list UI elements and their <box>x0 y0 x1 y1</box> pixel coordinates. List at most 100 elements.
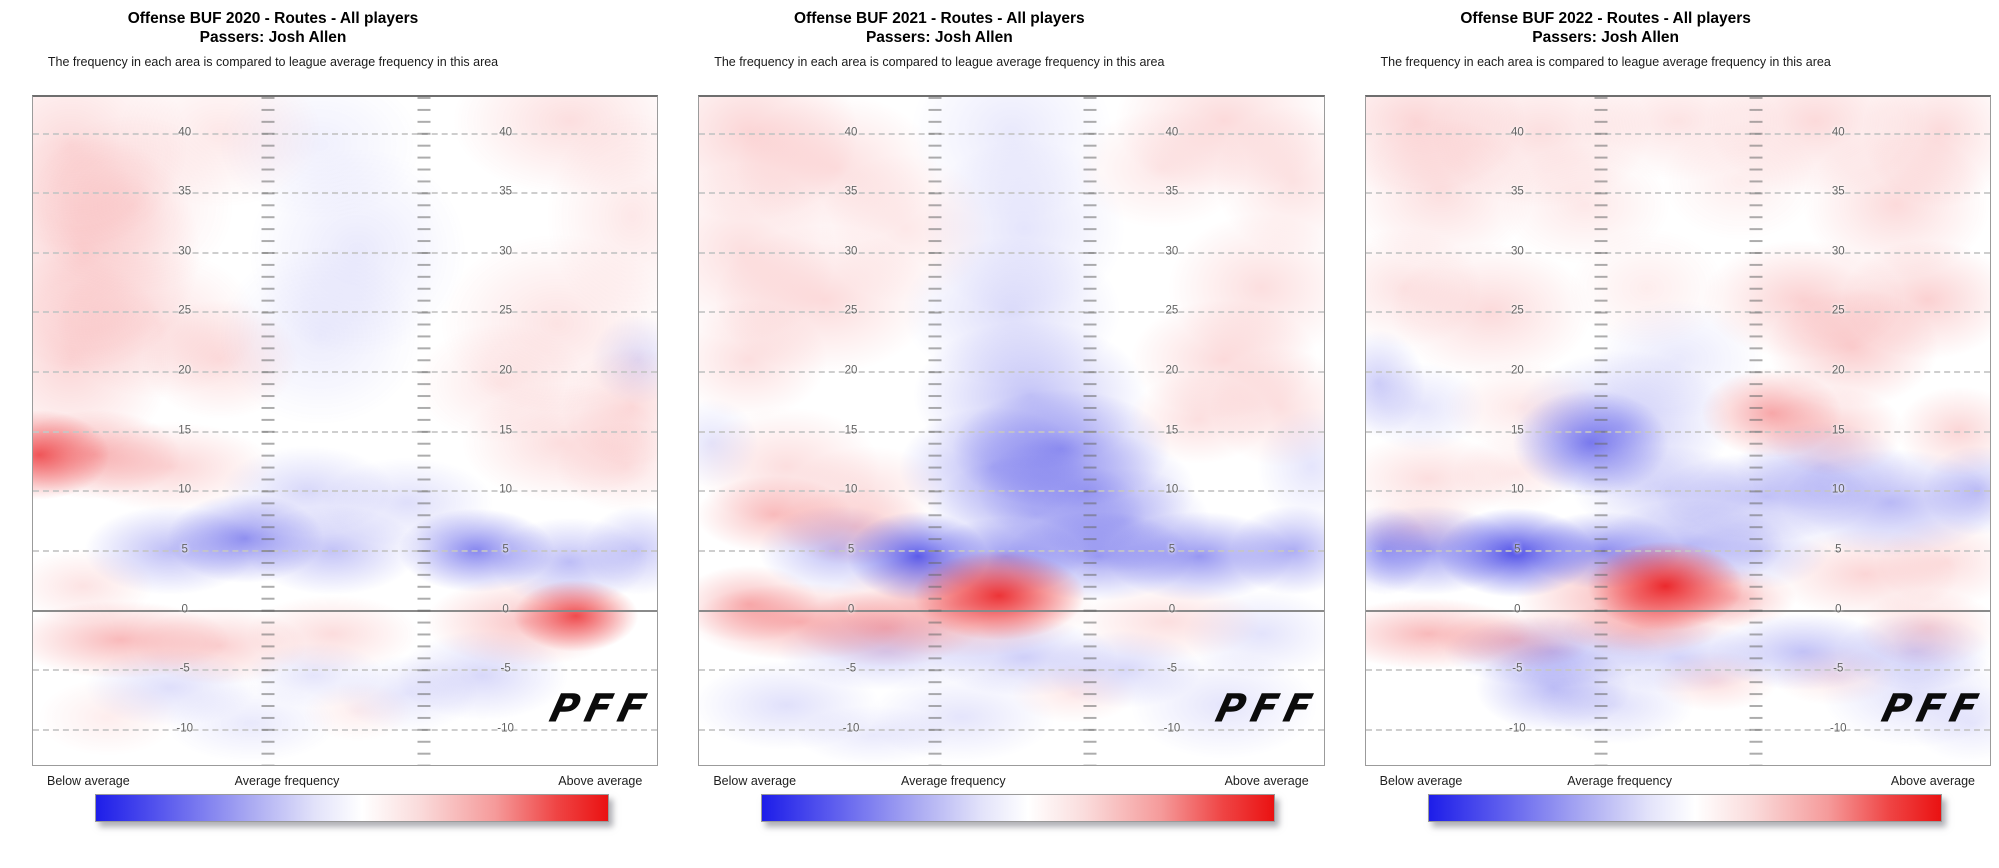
yard-label: -10 <box>842 722 860 735</box>
page-title: Offense BUF 2022 - Routes - All players <box>1460 10 1751 27</box>
yard-label: 30 <box>178 245 192 258</box>
panel-subtitle: Passers: Josh Allen <box>199 29 347 47</box>
legend-label-above-average: Above average <box>1224 773 1309 788</box>
color-gradient-bar <box>95 793 609 822</box>
yard-label: 5 <box>1168 543 1176 556</box>
yard-label: 20 <box>1510 364 1524 377</box>
panel-caption: The frequency in each area is compared t… <box>47 54 499 69</box>
yard-label: 40 <box>844 125 858 138</box>
yard-line <box>33 311 658 314</box>
legend-label-below-average: Below average <box>713 773 797 788</box>
yard-label: 30 <box>1510 245 1524 258</box>
yard-label: 15 <box>499 424 513 436</box>
yard-label: 25 <box>178 304 192 317</box>
panel-header: Offense BUF 2022 - Routes - All players … <box>1333 0 1879 69</box>
yard-line <box>1365 311 1990 314</box>
color-gradient-bar <box>761 793 1276 822</box>
yard-label: 10 <box>1165 483 1179 496</box>
yard-label: 15 <box>1831 424 1845 436</box>
yard-label: 25 <box>1510 304 1524 317</box>
yard-label: 40 <box>178 125 192 138</box>
yard-label: 35 <box>499 185 513 198</box>
legend-label-average-frequency: Average frequency <box>234 773 340 788</box>
hash-mark-ticks <box>1594 96 1608 765</box>
yard-line <box>1365 430 1990 433</box>
line-of-scrimmage <box>699 609 1324 612</box>
yard-label: 0 <box>502 602 509 615</box>
yard-label: 30 <box>844 245 858 258</box>
yard-label: -10 <box>1829 722 1847 735</box>
panel-2021: Offense BUF 2021 - Routes - All players … <box>666 0 1332 868</box>
yard-label: 20 <box>844 364 858 377</box>
yard-label: 10 <box>1510 483 1524 496</box>
yard-label: 35 <box>178 185 192 198</box>
yard-line <box>33 192 658 195</box>
panel-2022: Offense BUF 2022 - Routes - All players … <box>1333 0 1999 868</box>
yard-line <box>699 430 1324 433</box>
yard-line <box>699 371 1324 374</box>
color-legend: Below average Average frequency Above av… <box>1333 772 1999 842</box>
yard-label: -5 <box>845 662 857 675</box>
yard-line <box>1365 728 1990 731</box>
color-gradient-bar <box>1427 793 1942 822</box>
yard-line <box>1365 490 1990 493</box>
yard-label: 10 <box>499 483 513 496</box>
yard-line <box>699 728 1324 731</box>
yard-label: 0 <box>1168 602 1176 615</box>
yard-line <box>699 132 1324 135</box>
yard-line <box>699 550 1324 553</box>
yard-label: 35 <box>1510 185 1524 198</box>
page-title: Offense BUF 2021 - Routes - All players <box>794 10 1085 27</box>
yard-label: 25 <box>499 304 513 317</box>
yard-line <box>33 490 658 493</box>
legend-label-average-frequency: Average frequency <box>1567 773 1673 788</box>
yard-label: -5 <box>1166 662 1178 675</box>
yard-label: 0 <box>181 602 188 615</box>
panel-header: Offense BUF 2020 - Routes - All players … <box>0 0 546 69</box>
yard-label: 5 <box>181 543 188 556</box>
yard-label: 35 <box>844 185 858 198</box>
yard-label: 0 <box>847 602 855 615</box>
yard-label: 40 <box>1165 125 1179 138</box>
panel-subtitle: Passers: Josh Allen <box>865 29 1013 47</box>
hash-mark-ticks <box>1083 96 1097 765</box>
panel-header: Offense BUF 2021 - Routes - All players … <box>666 0 1212 69</box>
yard-line <box>33 550 658 553</box>
yard-line <box>1365 132 1990 135</box>
panel-caption: The frequency in each area is compared t… <box>714 54 1165 69</box>
yard-label: 35 <box>1831 185 1845 198</box>
yard-label: 25 <box>1831 304 1845 317</box>
yard-line <box>699 311 1324 314</box>
yard-label: 40 <box>499 125 513 138</box>
yard-label: 10 <box>178 483 192 496</box>
legend-label-average-frequency: Average frequency <box>900 773 1006 788</box>
field-heatmap-2021: 40 40 35 35 30 30 25 25 20 20 15 15 10 10 5 5 0 0 -5 -5 -10 -… <box>698 94 1325 766</box>
pff-logo: PFF <box>1877 685 1990 731</box>
yard-line <box>1365 192 1990 195</box>
yard-label: 25 <box>844 304 858 317</box>
pff-logo: PFF <box>544 685 657 731</box>
yard-label: 40 <box>1510 125 1524 138</box>
yard-label: 30 <box>1165 245 1179 258</box>
yard-label: 5 <box>847 543 855 556</box>
yard-label: -5 <box>500 662 511 675</box>
yard-line <box>699 490 1324 493</box>
yard-line <box>33 669 658 672</box>
yard-label: -10 <box>1509 722 1526 735</box>
yard-label: 35 <box>1165 185 1179 198</box>
yard-label: 30 <box>499 245 513 258</box>
yard-label: 5 <box>502 543 509 556</box>
panel-subtitle: Passers: Josh Allen <box>1532 29 1680 47</box>
panel-2020: Offense BUF 2020 - Routes - All players … <box>0 0 666 868</box>
yard-label: 15 <box>1510 424 1524 436</box>
yard-label: -5 <box>1833 662 1844 675</box>
yard-label: -10 <box>1163 722 1181 735</box>
panel-caption: The frequency in each area is compared t… <box>1380 54 1831 69</box>
yard-label: 20 <box>1165 364 1179 377</box>
yard-line <box>33 371 658 374</box>
legend-label-below-average: Below average <box>1379 773 1463 788</box>
yard-line <box>699 669 1324 672</box>
legend-label-below-average: Below average <box>47 773 130 788</box>
yard-label: 15 <box>1165 424 1179 436</box>
